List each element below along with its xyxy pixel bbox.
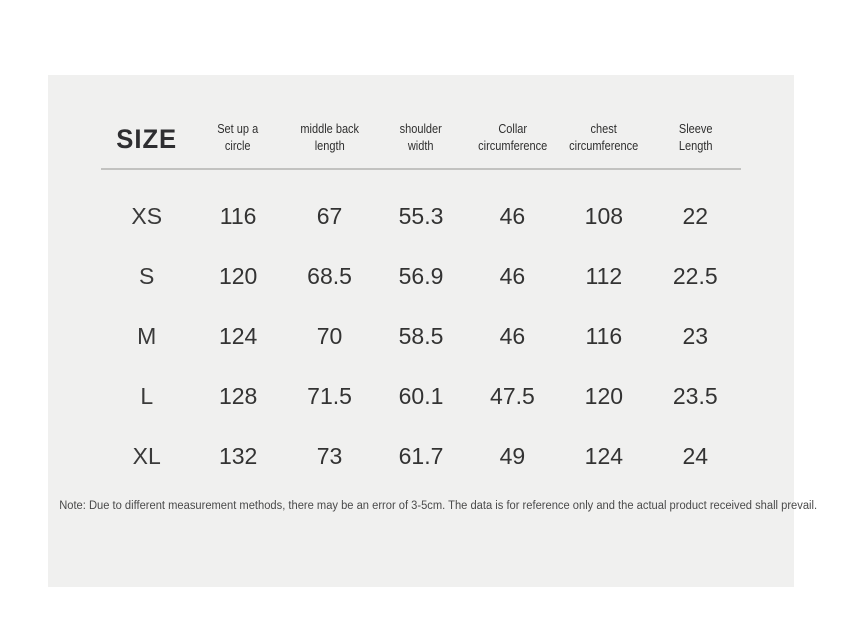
value-cell: 124	[218, 322, 258, 349]
value-cell: 71.5	[307, 382, 352, 409]
column-header-line: length	[314, 139, 345, 154]
value-cell: 60.1	[398, 382, 444, 409]
size-chart-card: SIZE Set up a circle middle back length …	[48, 75, 818, 587]
value-cell: 46	[499, 262, 526, 289]
column-header-line: Collar	[498, 122, 527, 137]
value-cell: 23.5	[672, 382, 718, 409]
column-header-line: Sleeve	[678, 122, 713, 137]
value-cell: 55.3	[398, 202, 444, 229]
size-cell: M	[137, 322, 157, 349]
column-header-line: circumference	[569, 139, 639, 154]
value-cell: 46	[499, 322, 526, 349]
size-table: SIZE Set up a circle middle back length …	[101, 75, 741, 486]
value-cell: 22.5	[672, 262, 718, 289]
table-row-l: L 128 71.5 60.1 47.5 120 23.5	[101, 366, 741, 426]
size-chart-title: SIZE	[116, 124, 178, 154]
size-cell: XL	[132, 442, 161, 469]
value-cell: 56.9	[398, 262, 444, 289]
column-header-line: shoulder	[399, 122, 443, 137]
value-cell: 128	[218, 382, 258, 409]
column-header-line: circle	[225, 139, 251, 154]
value-cell: 47.5	[490, 382, 535, 409]
value-cell: 23	[682, 322, 709, 349]
value-cell: 58.5	[398, 322, 444, 349]
value-cell: 68.5	[307, 262, 352, 289]
table-row-xl: XL 132 73 61.7 49 124 24	[101, 426, 741, 486]
column-header-line: width	[408, 139, 434, 154]
value-cell: 46	[499, 202, 526, 229]
measurement-note: Note: Due to different measurement metho…	[59, 500, 818, 512]
value-cell: 70	[316, 322, 343, 349]
value-cell: 120	[218, 262, 258, 289]
value-cell: 67	[316, 202, 343, 229]
column-header-collar-circumference: Collar circumference	[472, 121, 552, 155]
value-cell: 73	[316, 442, 343, 469]
column-header-chest-circumference: chest circumference	[564, 121, 644, 155]
value-cell: 24	[682, 442, 709, 469]
column-header-line: chest	[590, 122, 618, 137]
column-header-middle-back-length: middle back length	[289, 121, 369, 155]
column-header-line: middle back	[300, 122, 359, 137]
size-cell: XS	[131, 202, 163, 229]
value-cell: 120	[584, 382, 624, 409]
value-cell: 124	[584, 442, 624, 469]
value-cell: 49	[499, 442, 526, 469]
value-cell: 22	[682, 202, 709, 229]
value-cell: 132	[218, 442, 258, 469]
table-row-m: M 124 70 58.5 46 116 23	[101, 306, 741, 366]
column-header-shoulder-width: shoulder width	[381, 121, 461, 155]
column-header-line: Set up a	[217, 122, 259, 137]
column-header-sleeve-length: Sleeve Length	[655, 121, 735, 155]
column-header-line: circumference	[477, 139, 547, 154]
size-cell: S	[139, 262, 155, 289]
column-header-set-up-a-circle: Set up a circle	[198, 121, 278, 155]
table-row-s: S 120 68.5 56.9 46 112 22.5	[101, 246, 741, 306]
size-cell: L	[140, 382, 154, 409]
value-cell: 61.7	[398, 442, 444, 469]
value-cell: 116	[585, 322, 623, 349]
value-cell: 112	[585, 262, 623, 289]
value-cell: 108	[584, 202, 624, 229]
table-header-row: SIZE Set up a circle middle back length …	[101, 75, 741, 170]
column-header-line: Length	[678, 139, 713, 154]
value-cell: 116	[219, 202, 257, 229]
table-row-xs: XS 116 67 55.3 46 108 22	[101, 186, 741, 246]
